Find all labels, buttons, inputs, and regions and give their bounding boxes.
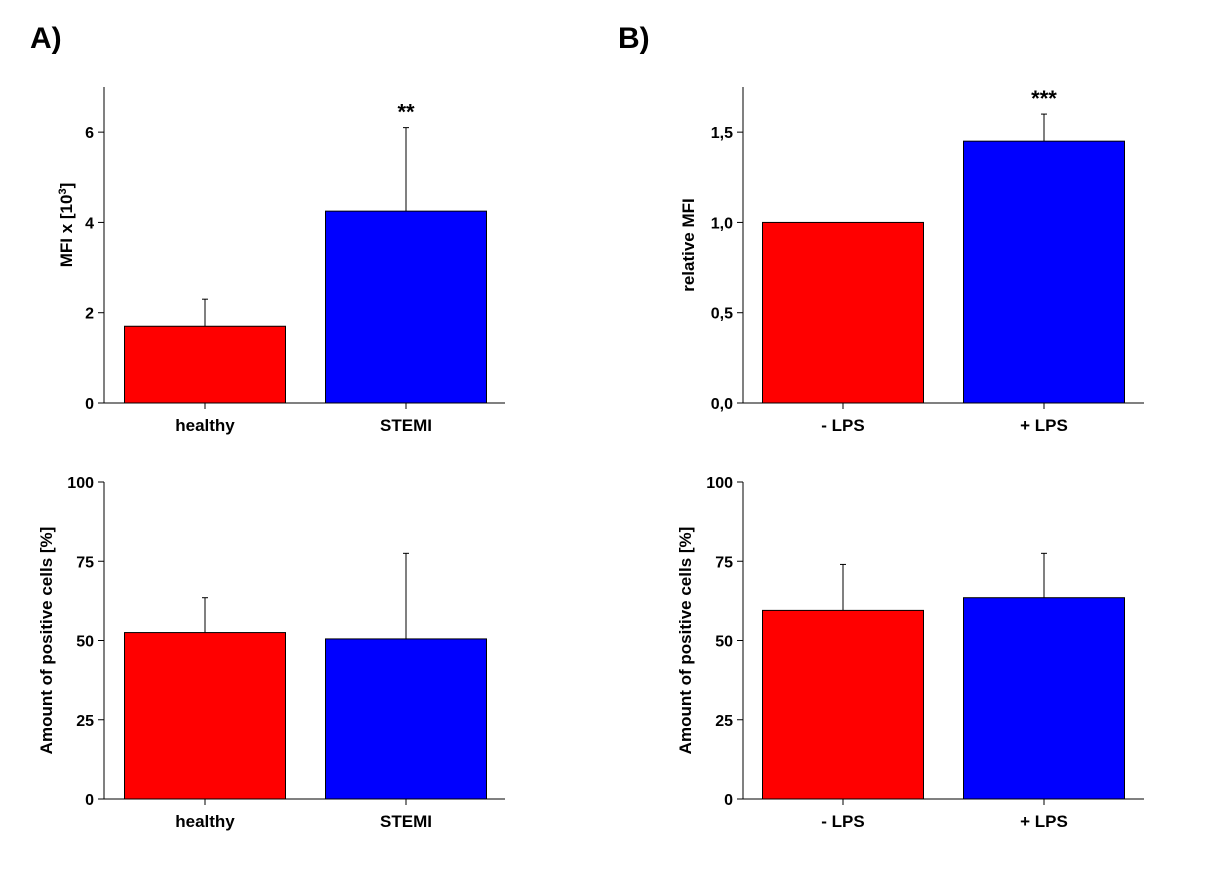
category-label: STEMI <box>380 416 432 435</box>
y-tick-label: 75 <box>76 554 94 571</box>
bar-healthy <box>124 325 286 404</box>
y-tick-label: 1,0 <box>711 215 733 232</box>
panel-letter-b: B) <box>618 22 650 55</box>
y-tick-label: 0 <box>724 792 733 809</box>
category-label: + LPS <box>1020 812 1068 831</box>
y-tick-label: 0 <box>85 396 94 413</box>
significance-label: ** <box>397 100 415 125</box>
y-axis-label: relative MFI <box>679 198 698 292</box>
category-label: healthy <box>175 812 235 831</box>
y-tick-label: 100 <box>706 475 733 492</box>
bar-lps <box>762 609 924 800</box>
chart-4: 0 25 50 75 100 - LPS + LPS Amount of positive c… <box>676 475 1144 831</box>
y-tick-label: 50 <box>715 634 733 651</box>
significance-label: *** <box>1031 86 1057 111</box>
y-tick-label: 25 <box>715 713 733 730</box>
y-tick-label: 100 <box>67 475 94 492</box>
chart-1: 0 2 4 6 healthy STEMI ** MFI x [103] <box>57 87 505 435</box>
category-label: STEMI <box>380 812 432 831</box>
y-axis-label: MFI x [103] <box>57 183 76 268</box>
chart-3: 0 25 50 75 100 healthy STEMI Amount of positive… <box>37 475 505 831</box>
y-tick-label: 6 <box>85 125 94 142</box>
category-label: - LPS <box>821 812 864 831</box>
bar-stemi <box>325 638 487 800</box>
y-tick-label: 0,5 <box>711 306 733 323</box>
charts-group: 0 2 4 6 healthy STEMI ** MFI x [103] 0,0 0,5 1,0 1,… <box>37 86 1144 831</box>
category-label: healthy <box>175 416 235 435</box>
y-tick-label: 0,0 <box>711 396 733 413</box>
y-tick-label: 1,5 <box>711 125 733 142</box>
chart-2: 0,0 0,5 1,0 1,5 - LPS + LPS *** relative MFI <box>679 86 1144 435</box>
category-label: - LPS <box>821 416 864 435</box>
y-tick-label: 25 <box>76 713 94 730</box>
bar-lps <box>963 140 1125 404</box>
bar-lps <box>762 221 924 404</box>
y-tick-label: 2 <box>85 306 94 323</box>
y-tick-label: 50 <box>76 634 94 651</box>
panel-letter-a: A) <box>30 22 62 55</box>
y-axis-label: Amount of positive cells [%] <box>37 527 56 755</box>
bar-stemi <box>325 210 487 404</box>
y-tick-label: 0 <box>85 792 94 809</box>
y-axis-label: Amount of positive cells [%] <box>676 527 695 755</box>
category-label: + LPS <box>1020 416 1068 435</box>
bar-healthy <box>124 632 286 800</box>
y-tick-label: 75 <box>715 554 733 571</box>
y-tick-label: 4 <box>85 215 94 232</box>
bar-lps <box>963 597 1125 800</box>
